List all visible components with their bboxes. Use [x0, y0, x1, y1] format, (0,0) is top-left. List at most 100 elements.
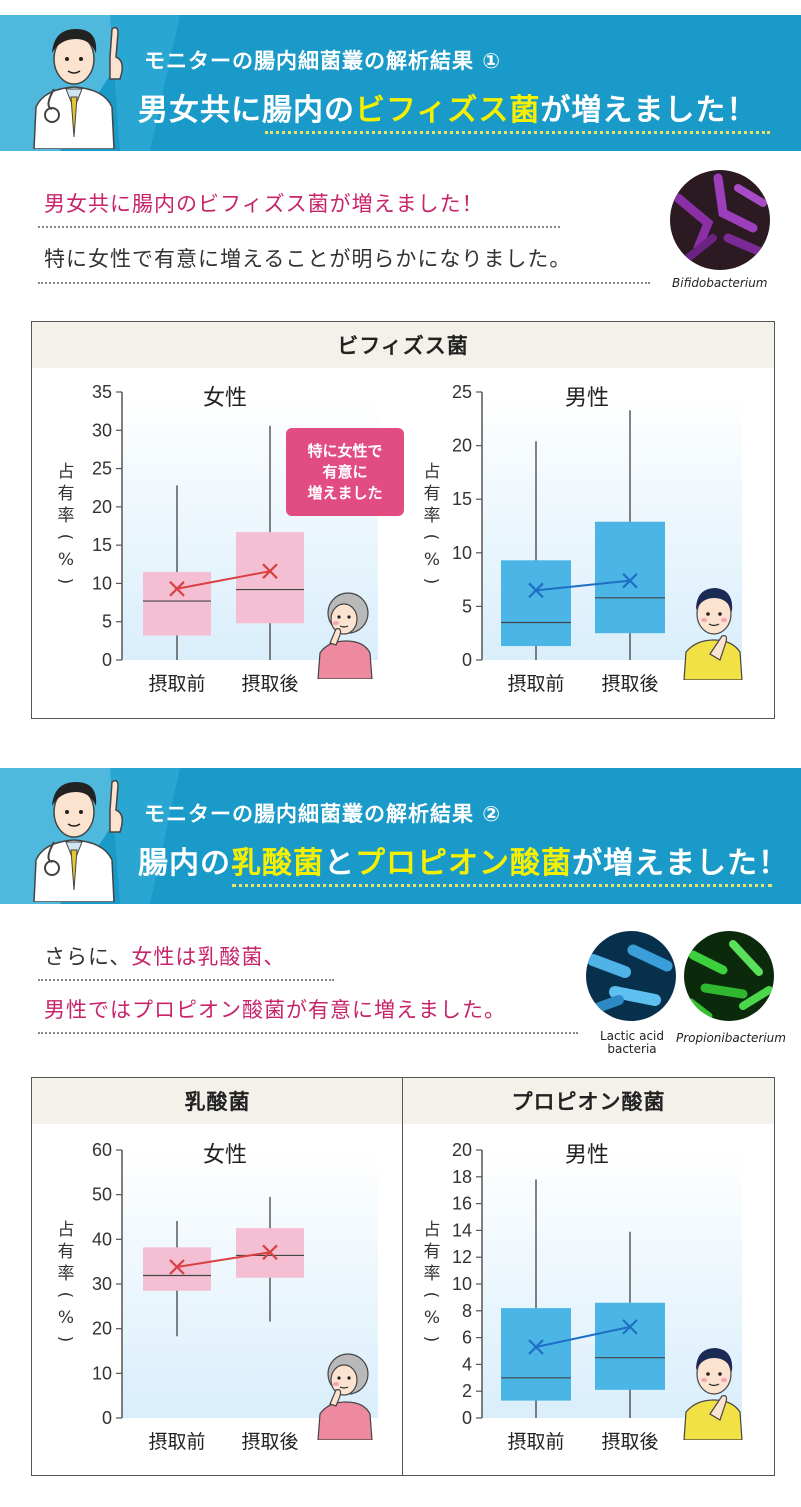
headline-text: と: [324, 846, 355, 881]
y-tick-label: 60: [92, 1140, 112, 1160]
y-tick-label: 20: [452, 1140, 472, 1160]
y-axis-label: 率: [424, 506, 441, 526]
dotted-divider: [38, 282, 650, 284]
headline-text: 男女共に腸内の: [138, 93, 355, 128]
doctor-illustration: [33, 26, 123, 149]
propionibacterium-label: Propionibacterium: [676, 1031, 786, 1045]
headline-text: 腸内の: [138, 846, 231, 881]
y-tick-label: 40: [92, 1229, 112, 1249]
y-tick-label: 25: [452, 382, 472, 402]
y-tick-label: 15: [92, 535, 112, 555]
y-axis-label: %: [424, 1308, 440, 1328]
y-tick-label: 10: [452, 1274, 472, 1294]
box: [143, 571, 211, 636]
x-tick-label: 摂取後: [241, 673, 298, 695]
lactic-acid-bacteria-image: [586, 931, 676, 1021]
panel-title: ビフィズス菌: [32, 322, 774, 368]
y-tick-label: 4: [462, 1354, 472, 1374]
y-tick-label: 30: [92, 420, 112, 440]
section1-headline: 男女共に腸内のビフィズス菌が増えました！: [138, 85, 757, 129]
y-axis-label: %: [424, 550, 440, 570]
y-tick-label: 0: [102, 650, 112, 670]
section1-lead-line2: 特に女性で有意に増えることが明らかになりました。: [44, 247, 572, 271]
propionibacterium-image: [684, 931, 774, 1021]
y-axis-label: 占: [58, 1220, 75, 1240]
y-axis-label: 率: [58, 1264, 75, 1284]
man-illustration: [683, 1348, 743, 1440]
y-axis-label: (: [55, 1292, 75, 1299]
y-tick-label: 30: [92, 1274, 112, 1294]
dotted-divider: [38, 226, 560, 228]
box: [501, 1308, 571, 1401]
y-tick-label: 50: [92, 1185, 112, 1205]
section2-lead-line2: 男性ではプロピオン酸菌が有意に増えました。: [44, 998, 506, 1022]
x-tick-label: 摂取前: [507, 1431, 564, 1453]
y-axis-label: 占: [58, 462, 75, 482]
y-tick-label: 0: [462, 1408, 472, 1428]
headline-highlight: プロピオン酸菌: [355, 846, 572, 881]
mean-marker: [169, 581, 185, 597]
y-axis-label: (: [421, 534, 441, 541]
y-tick-label: 25: [92, 459, 112, 479]
y-tick-label: 20: [92, 497, 112, 517]
y-axis-label: %: [58, 550, 74, 570]
y-tick-label: 5: [462, 596, 472, 616]
mean-trend-line: [535, 1325, 631, 1348]
woman-illustration: [317, 1353, 373, 1440]
mean-marker: [528, 1339, 544, 1355]
x-tick-label: 摂取後: [601, 673, 658, 695]
section1-lead-line1: 男女共に腸内のビフィズス菌が増えました！: [44, 192, 484, 216]
woman-illustration: [317, 592, 373, 679]
y-axis-label: 有: [424, 484, 441, 504]
y-tick-label: 15: [452, 489, 472, 509]
section2-subtitle: モニターの腸内細菌叢の解析結果 ②: [144, 802, 502, 826]
headline-text: が増えました！: [540, 93, 758, 128]
headline-highlight: ビフィズス菌: [355, 93, 541, 128]
headline-underline: [265, 131, 770, 134]
dotted-divider: [38, 979, 334, 981]
mean-trend-line: [535, 579, 631, 592]
y-axis-label: 占: [424, 462, 441, 482]
y-tick-label: 12: [452, 1247, 472, 1267]
y-tick-label: 0: [462, 650, 472, 670]
y-axis-label: 有: [58, 1242, 75, 1262]
y-axis-label: %: [58, 1308, 74, 1328]
section2-banner: モニターの腸内細菌叢の解析結果 ② 腸内の乳酸菌とプロピオン酸菌が増えました！: [0, 768, 801, 904]
y-axis-label: 有: [424, 1242, 441, 1262]
y-tick-label: 8: [462, 1301, 472, 1321]
headline-highlight: 乳酸菌: [231, 846, 324, 881]
y-axis-label: 有: [58, 484, 75, 504]
callout-text: 特に女性で 有意に 増えました: [307, 441, 383, 502]
mean-trend-line: [176, 570, 271, 590]
y-tick-label: 20: [92, 1319, 112, 1339]
y-tick-label: 10: [452, 543, 472, 563]
y-axis-label: ): [55, 578, 75, 585]
y-axis-label: 占: [424, 1220, 441, 1240]
x-tick-label: 摂取後: [241, 1431, 298, 1453]
y-axis-label: ): [421, 578, 441, 585]
headline-underline: [232, 884, 772, 887]
y-axis-label: 率: [424, 1264, 441, 1284]
mean-marker: [622, 1319, 638, 1335]
section2-lead-line1: さらに、女性は乳酸菌、: [44, 941, 285, 971]
x-tick-label: 摂取前: [148, 673, 205, 695]
doctor-illustration: [33, 779, 123, 902]
mean-marker: [528, 582, 544, 599]
y-tick-label: 2: [462, 1381, 472, 1401]
box: [501, 560, 571, 647]
mean-marker: [169, 1259, 185, 1275]
y-tick-label: 16: [452, 1194, 472, 1214]
y-tick-label: 5: [102, 612, 112, 632]
chart-title: 女性: [203, 1143, 247, 1168]
y-axis-label: ): [421, 1336, 441, 1343]
box: [595, 521, 665, 634]
section2-headline: 腸内の乳酸菌とプロピオン酸菌が増えました！: [138, 838, 789, 882]
lactic-acid-bacteria-label: Lactic acid bacteria: [600, 1029, 664, 1056]
y-tick-label: 14: [452, 1220, 472, 1240]
lead-text: さらに、: [44, 945, 132, 969]
mean-marker: [622, 572, 638, 589]
section1-subtitle: モニターの腸内細菌叢の解析結果 ①: [144, 49, 502, 73]
section1-banner: モニターの腸内細菌叢の解析結果 ① 男女共に腸内のビフィズス菌が増えました！: [0, 15, 801, 151]
y-tick-label: 20: [452, 436, 472, 456]
